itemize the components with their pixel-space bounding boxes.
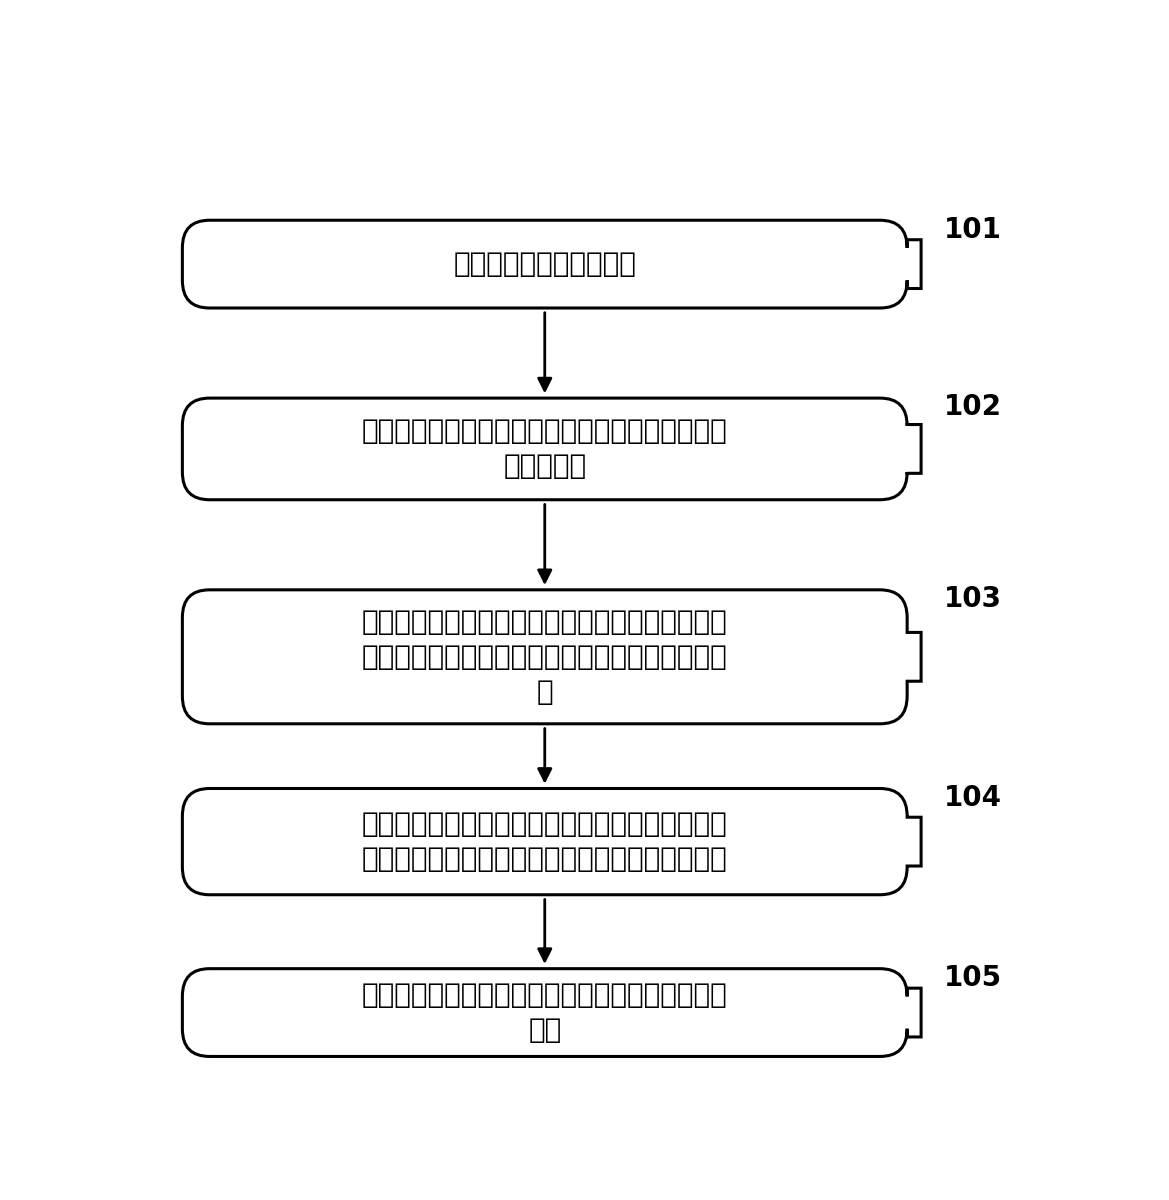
PathPatch shape [182,398,921,499]
Text: 同步: 同步 [528,1016,561,1044]
Text: 待校准基站根据调整后的第二同步周期和第二周期: 待校准基站根据调整后的第二同步周期和第二周期 [362,810,727,838]
Text: 期内偏移量: 期内偏移量 [503,452,587,480]
Text: 105: 105 [943,964,1002,992]
Text: 待校准基站确定参考基站: 待校准基站确定参考基站 [454,250,636,278]
Text: 102: 102 [943,394,1002,421]
PathPatch shape [182,590,921,724]
PathPatch shape [182,968,921,1056]
Text: 101: 101 [943,216,1002,244]
Text: 104: 104 [943,784,1002,812]
PathPatch shape [182,221,921,308]
Text: 待校准基站根据所述第一同步周期和第一周期内偏: 待校准基站根据所述第一同步周期和第一周期内偏 [362,607,727,636]
Text: 内偏移量侦听并获取所述参考基站下发的同步序列: 内偏移量侦听并获取所述参考基站下发的同步序列 [362,845,727,874]
Text: 移量，调整本地的第二同步周期和第二周期内偏移: 移量，调整本地的第二同步周期和第二周期内偏移 [362,643,727,671]
Text: 103: 103 [943,586,1002,613]
Text: 待校准基站确定参考基站的第一同步周期和第一周: 待校准基站确定参考基站的第一同步周期和第一周 [362,418,727,445]
Text: 量: 量 [537,678,553,706]
PathPatch shape [182,788,921,895]
Text: 待校准基站利用所述同步序列与所述参考基站进行: 待校准基站利用所述同步序列与所述参考基站进行 [362,982,727,1009]
